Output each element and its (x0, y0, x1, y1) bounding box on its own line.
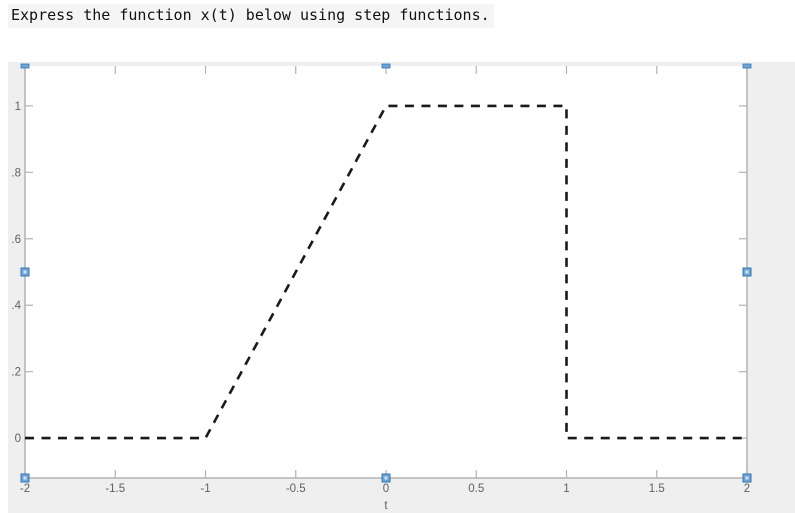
x-tick-label: 0.5 (468, 483, 484, 495)
x-axis-label: t (384, 500, 388, 512)
x-tick-label: 1.5 (649, 483, 665, 495)
y-tick-label: .8 (11, 167, 21, 179)
selection-handle-top-right[interactable] (742, 63, 752, 69)
y-tick-label: .4 (11, 300, 21, 312)
selection-handle-bottom-left-center (23, 476, 27, 480)
y-tick-label: .6 (11, 234, 21, 246)
selection-handle-right-center (745, 270, 749, 274)
y-tick-label: 1 (15, 101, 21, 113)
question-text: Express the function x(t) below using st… (8, 4, 494, 28)
selection-handle-top-left[interactable] (20, 63, 30, 69)
selection-handle-bottom-center-center (384, 476, 388, 480)
x-tick-label: -1 (200, 483, 210, 495)
x-tick-label: 2 (744, 483, 750, 495)
x-tick-label: 1 (563, 483, 569, 495)
plot-figure[interactable]: -2 -1.5 -1 -0.5 0 0.5 1 1.5 2 t 0 .2 .4 .6 .8 1 (8, 62, 795, 513)
x-tick-label: 0 (383, 483, 389, 495)
x-tick-label: -0.5 (286, 483, 306, 495)
selection-handle-left-center (23, 270, 27, 274)
xt-curve (25, 104, 747, 440)
x-tick-label: -1.5 (105, 483, 125, 495)
x-tick-label: -2 (20, 483, 30, 495)
y-tick-label: 0 (15, 433, 21, 445)
y-tick-label: .2 (11, 367, 21, 379)
selection-handle-top-center[interactable] (381, 63, 391, 69)
plot-area (25, 66, 747, 478)
selection-handle-bottom-right-center (745, 476, 749, 480)
xt-plot-svg: -2 -1.5 -1 -0.5 0 0.5 1 1.5 2 t 0 .2 .4 .6 .8 1 (8, 62, 795, 513)
